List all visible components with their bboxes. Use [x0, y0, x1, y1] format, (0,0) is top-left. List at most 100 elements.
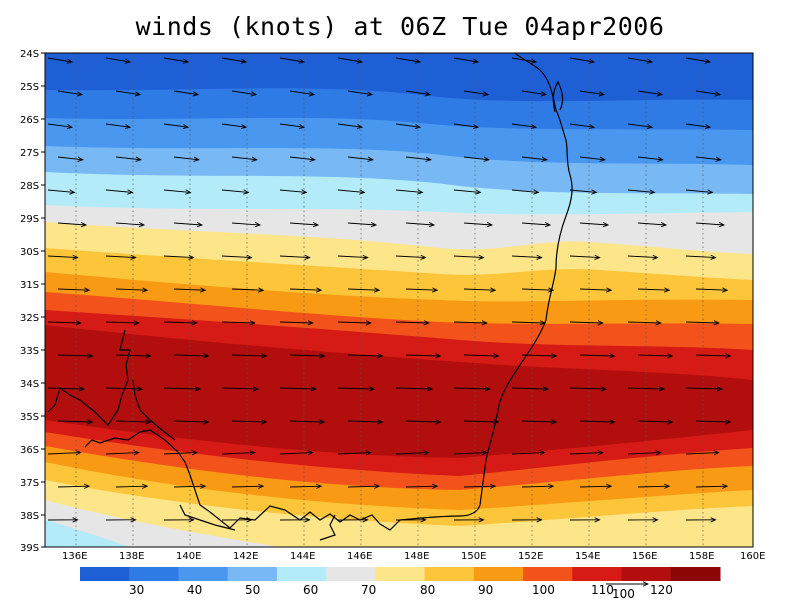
lon-label: 156E: [632, 551, 657, 562]
wind-vector-arrow: [289, 355, 324, 356]
wind-vector-arrow: [231, 156, 257, 160]
colorbar-label: 110: [591, 583, 614, 597]
wind-vector-arrow: [685, 123, 710, 127]
wind-vector-arrow: [47, 123, 72, 127]
lon-label: 158E: [689, 551, 714, 562]
wind-vector-arrow: [637, 156, 663, 160]
wind-vector-arrow: [569, 388, 606, 389]
axis-ticks: [41, 52, 45, 548]
wind-vector-arrow: [115, 355, 150, 356]
colorbar-label: 100: [532, 583, 555, 597]
wind-vector-arrow: [395, 57, 420, 62]
wind-vector-arrow: [511, 388, 548, 389]
wind-vector-arrow: [163, 57, 188, 62]
wind-vector-arrow: [695, 486, 727, 487]
lat-label: 29S: [20, 214, 39, 225]
map-title: winds (knots) at 06Z Tue 04apr2006: [135, 12, 665, 41]
wind-vector-arrow: [569, 256, 600, 258]
wind-vector-arrow: [463, 156, 489, 160]
wind-vector-arrow: [627, 57, 652, 62]
wind-vector-arrow: [637, 90, 662, 95]
lat-label: 30S: [20, 247, 39, 258]
wind-vector-arrow: [115, 156, 141, 160]
wind-vector-arrow: [627, 190, 654, 192]
wind-vector-arrow: [637, 355, 672, 356]
wind-vector-arrow: [347, 421, 382, 422]
wind-vector-arrow: [405, 486, 437, 487]
wind-vector-arrow: [569, 322, 603, 323]
wind-vector-arrow: [463, 421, 498, 422]
wind-vector-arrow: [521, 421, 556, 422]
wind-speed-field: [45, 53, 753, 547]
wind-vector-arrow: [115, 486, 147, 487]
wind-vector-arrow: [405, 156, 431, 160]
wind-vector-arrow: [695, 223, 724, 225]
wind-vector-arrow: [105, 256, 136, 258]
wind-vector-arrow: [637, 289, 669, 290]
wind-vector-arrow: [511, 123, 536, 127]
wind-vector-arrow: [57, 90, 82, 95]
colorbar-label: 40: [187, 583, 202, 597]
colorbar-labels: 30 40 50 60 70 80 90 100 110 120: [129, 583, 673, 597]
wind-vector-arrow: [579, 486, 611, 487]
wind-vector-arrow: [105, 190, 132, 192]
wind-vector-arrow: [395, 190, 422, 192]
wind-vector-arrow: [231, 355, 266, 356]
colorbar-label: 50: [245, 583, 260, 597]
wind-vector-arrow: [289, 421, 324, 422]
wind-vector-arrow: [347, 355, 382, 356]
wind-vector-arrow: [57, 355, 92, 356]
lon-label: 154E: [575, 551, 600, 562]
wind-vector-arrow: [289, 223, 318, 225]
colorbar-label: 80: [420, 583, 435, 597]
lat-label: 24S: [20, 49, 39, 60]
wind-vector-arrow: [173, 90, 198, 95]
colorbar-swatch: [227, 567, 278, 581]
wind-vector-arrow: [579, 355, 614, 356]
wind-vector-arrow: [279, 388, 316, 389]
wind-vector-arrow: [579, 90, 604, 95]
wind-vector-arrow: [627, 453, 661, 454]
lon-label: 136E: [62, 551, 87, 562]
wind-vector-arrow: [289, 156, 315, 160]
wind-vector-arrow: [453, 388, 490, 389]
wind-vector-arrow: [47, 453, 81, 454]
wind-vector-arrow: [405, 90, 430, 95]
wind-vector-arrow: [347, 90, 372, 95]
wind-vector-arrow: [695, 355, 730, 356]
wind-vectors: [47, 57, 730, 520]
wind-vector-arrow: [173, 289, 205, 290]
lat-label: 28S: [20, 181, 39, 192]
wind-vector-arrow: [347, 289, 379, 290]
wind-vector-arrow: [57, 421, 92, 422]
wind-vector-arrow: [221, 57, 246, 62]
wind-vector-arrow: [47, 388, 84, 389]
wind-vector-arrow: [173, 355, 208, 356]
lon-label: 152E: [518, 551, 543, 562]
wind-vector-arrow: [347, 486, 379, 487]
lat-label: 36S: [20, 445, 39, 456]
wind-vector-arrow: [453, 57, 478, 62]
wind-vector-arrow: [627, 388, 664, 389]
wind-vector-arrow: [405, 289, 437, 290]
colorbar-swatch: [473, 567, 524, 581]
wind-vector-arrow: [279, 190, 306, 192]
wind-vector-arrow: [47, 256, 78, 258]
wind-vector-arrow: [695, 289, 727, 290]
wind-vector-arrow: [521, 156, 547, 160]
latitude-labels: 24S 25S 26S 27S 28S 29S 30S 31S 32S 33S …: [20, 49, 39, 554]
wind-vector-arrow: [521, 486, 553, 487]
colorbar-swatch: [523, 567, 573, 581]
wind-vector-arrow: [289, 486, 321, 487]
wind-vector-arrow: [337, 453, 371, 454]
wind-vector-arrow: [347, 223, 376, 225]
coastline: [47, 53, 573, 541]
wind-vector-arrow: [337, 256, 368, 258]
lat-label: 32S: [20, 313, 39, 324]
wind-vector-arrow: [173, 486, 205, 487]
wind-vector-arrow: [579, 156, 605, 160]
wind-vector-arrow: [337, 123, 362, 127]
wind-vector-arrow: [47, 322, 81, 323]
colorbar-label: 70: [361, 583, 376, 597]
